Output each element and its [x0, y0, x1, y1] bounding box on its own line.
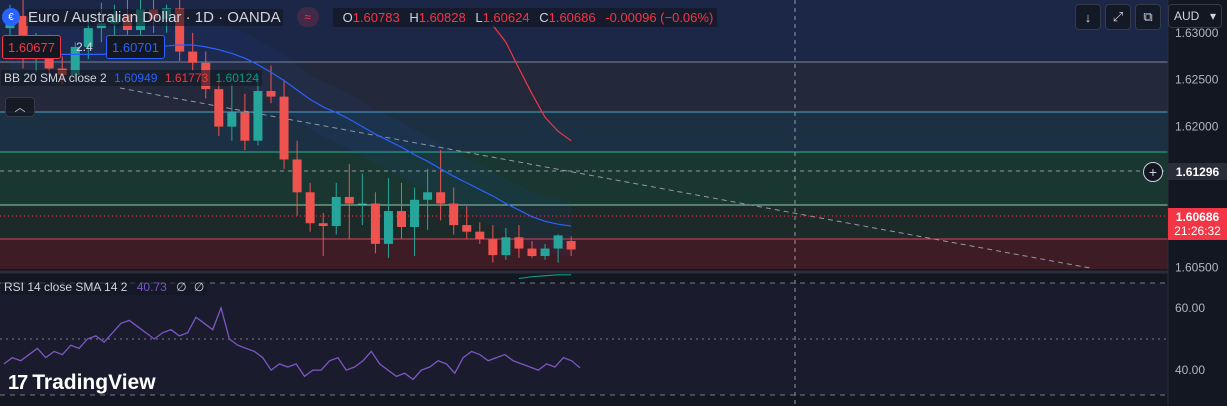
candle-body: [370, 203, 380, 244]
candle-body: [410, 199, 420, 227]
candle-body: [83, 28, 93, 47]
rsi-na-2: ∅: [193, 280, 205, 294]
candle-body: [44, 49, 54, 69]
candle-body: [240, 112, 250, 141]
ohlc-values: O1.60783 H1.60828 L1.60624 C1.60686 -0.0…: [332, 7, 718, 27]
open-label: O: [342, 9, 353, 25]
tradingview-logo[interactable]: 17 TradingView: [8, 371, 156, 395]
high-value: 1.60828: [418, 9, 466, 25]
sell-price: 1.60677: [8, 39, 55, 55]
price-tick-label: 1.62500: [1175, 73, 1219, 87]
candle-body: [305, 192, 315, 224]
zone-red: [0, 239, 1168, 269]
rsi-tick-label: 60.00: [1175, 301, 1205, 315]
candle-body: [553, 235, 563, 249]
price-tick-label: 1.62000: [1175, 120, 1219, 134]
change-value: -0.00096 (−0.06%): [605, 9, 714, 25]
sell-button[interactable]: 1.60677: [2, 35, 61, 59]
candle-body: [488, 239, 498, 256]
buy-button[interactable]: 1.60701: [106, 35, 165, 59]
price-tick-label: 1.60500: [1175, 260, 1219, 274]
candle-body: [566, 241, 576, 250]
zone-teal-blue: [0, 112, 1168, 152]
candle-body: [514, 237, 524, 249]
candle-body: [397, 211, 406, 227]
bb-basis-line: [10, 44, 572, 227]
rsi-na-1: ∅: [176, 280, 187, 294]
currency-select[interactable]: AUD ▾: [1168, 4, 1222, 28]
candle-body: [227, 112, 237, 127]
chevron-up-icon: ︿: [14, 102, 26, 114]
candle-body: [527, 248, 537, 257]
bb-legend-label: BB 20 SMA close 2: [4, 71, 107, 85]
bar-countdown: 21:26:32: [1174, 224, 1221, 238]
candle-body: [292, 159, 302, 193]
spread-value: 2.4: [76, 40, 93, 54]
candle-body: [423, 192, 433, 200]
candle-body: [475, 231, 485, 240]
bb-legend[interactable]: BB 20 SMA close 2 1.60949 1.61773 1.6012…: [1, 70, 262, 86]
expand-icon[interactable]: ⤢: [1105, 4, 1131, 30]
flag-icon: €: [2, 8, 20, 26]
rsi-ticks: 60.00 40.00: [1175, 301, 1205, 377]
low-value: 1.60624: [482, 9, 530, 25]
rsi-legend-label: RSI 14 close SMA 14 2: [4, 280, 128, 294]
candle-body: [266, 90, 276, 97]
collapse-legend-button[interactable]: ︿: [5, 97, 35, 117]
currency-label: AUD: [1174, 9, 1200, 23]
plus-icon[interactable]: +: [1143, 162, 1163, 182]
close-value: 1.60686: [548, 9, 596, 25]
candle-body: [436, 192, 446, 204]
candle-body: [70, 46, 80, 76]
price-axis-background[interactable]: [1168, 0, 1227, 406]
price-tick-label: 1.63000: [1175, 26, 1219, 40]
zones-layer: [0, 0, 1168, 269]
candle-body: [253, 90, 263, 141]
rsi-tick-label: 40.00: [1175, 363, 1205, 377]
bb-fill: [10, 20, 572, 257]
candle-body: [449, 203, 459, 226]
last-price-value: 1.60686: [1175, 210, 1220, 224]
wave-icon[interactable]: ≈: [296, 7, 319, 27]
candle-body: [357, 203, 367, 205]
candle-body: [188, 51, 198, 63]
candle-body: [540, 248, 550, 257]
tradingview-logo-text: TradingView: [32, 371, 156, 394]
rsi-line: [3, 305, 581, 381]
candle-body: [96, 23, 106, 29]
candle-body: [462, 225, 472, 232]
candle-body: [175, 8, 185, 52]
bb-basis-value: 1.60949: [114, 71, 158, 85]
candle-body: [501, 237, 511, 256]
candle-body: [344, 196, 354, 204]
rsi-value: 40.73: [136, 280, 167, 294]
open-value: 1.60783: [352, 9, 400, 25]
rsi-legend[interactable]: RSI 14 close SMA 14 2 40.73 ∅ ∅: [1, 279, 208, 295]
bb-lower-line: [518, 274, 572, 280]
candle-body: [318, 223, 328, 227]
zone-green: [0, 152, 1168, 205]
tradingview-logo-icon: 17: [8, 371, 28, 394]
buy-price: 1.60701: [112, 39, 159, 55]
candle-body: [214, 89, 224, 127]
camera-icon[interactable]: ⧉: [1135, 4, 1161, 30]
arrow-down-icon[interactable]: ↓: [1075, 4, 1101, 30]
bb-upper-value: 1.61773: [164, 71, 209, 85]
candle-body: [331, 196, 341, 227]
high-label: H: [409, 9, 419, 25]
last-price-tag: 1.60686 21:26:32: [1168, 208, 1227, 240]
chevron-down-icon: ▾: [1209, 9, 1216, 23]
bb-upper-line: [492, 24, 572, 142]
symbol-title[interactable]: Euro / Australian Dollar · 1D · OANDA: [26, 8, 283, 26]
candle-body: [279, 96, 289, 160]
candle-body: [383, 211, 393, 244]
low-label: L: [475, 9, 483, 25]
chart-header: € Euro / Australian Dollar · 1D · OANDA …: [0, 4, 718, 30]
close-label: C: [539, 9, 549, 25]
bb-lower-value: 1.60124: [215, 71, 259, 85]
bb-fill-layer: [10, 20, 572, 257]
zone-dark-green: [0, 205, 1168, 239]
crosshair-price-label: 1.61296: [1168, 163, 1227, 180]
